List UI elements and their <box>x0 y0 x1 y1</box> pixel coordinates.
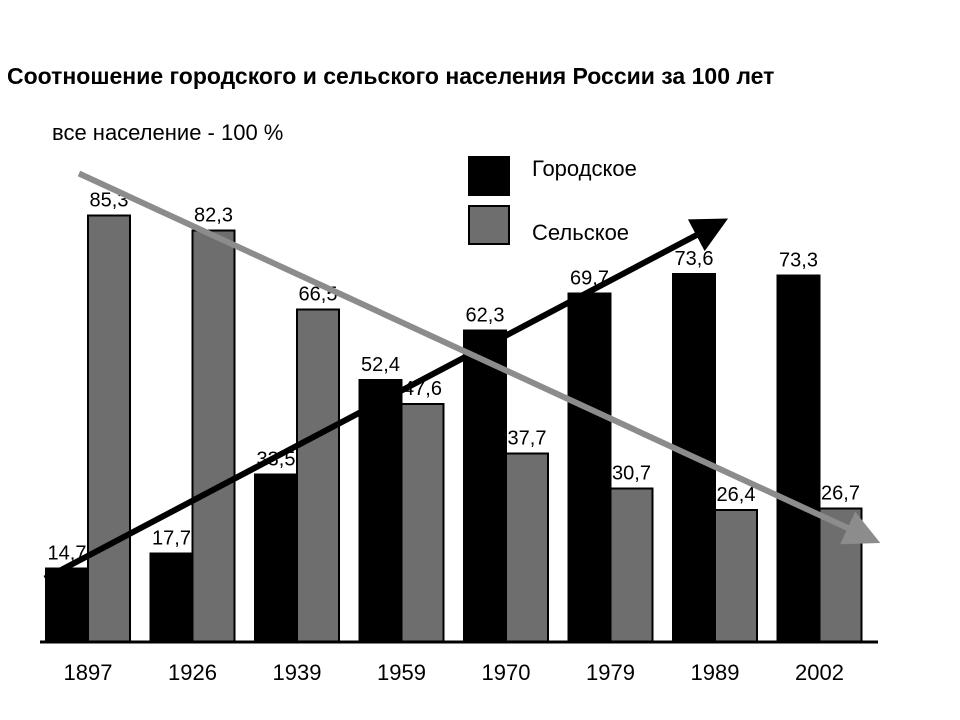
x-tick-label-1926: 1926 <box>168 660 217 685</box>
category-labels: 1897 1926 1939 1959 1970 1979 1989 2002 <box>64 660 844 685</box>
bar-urban-1970 <box>463 329 507 643</box>
legend: Городское Сельское <box>468 156 637 245</box>
legend-swatch-rural <box>468 205 510 245</box>
bar-urban-1979 <box>567 292 612 643</box>
bar-rural-1959 <box>400 403 445 643</box>
bar-rural-1926 <box>191 229 236 643</box>
legend-label-rural: Сельское <box>532 220 629 245</box>
bar-rural-1979 <box>609 487 654 643</box>
bar-urban-1897 <box>45 567 89 643</box>
value-label-rural-2002: 26,7 <box>821 483 860 505</box>
trend-arrow-rural <box>77 170 881 545</box>
x-tick-label-1970: 1970 <box>482 660 531 685</box>
bar-urban-2002 <box>776 274 821 643</box>
bar-rural-1989 <box>714 509 758 643</box>
bar-rural-1970 <box>505 452 549 643</box>
value-label-rural-1979: 30,7 <box>612 463 651 485</box>
bar-urban-1959 <box>358 379 403 643</box>
bar-urban-1939 <box>254 473 298 643</box>
x-tick-label-1989: 1989 <box>691 660 740 685</box>
value-labels: 14,785,317,782,333,566,552,447,662,337,7… <box>48 190 860 565</box>
trend-arrows <box>43 170 881 582</box>
x-tick-label-2002: 2002 <box>795 660 844 685</box>
value-label-rural-1926: 82,3 <box>194 205 233 227</box>
value-label-urban-2002: 73,3 <box>779 250 818 272</box>
x-tick-label-1979: 1979 <box>586 660 635 685</box>
x-tick-label-1939: 1939 <box>273 660 322 685</box>
trend-arrow-urban <box>43 218 729 582</box>
chart-title: Соотношение городского и сельского насел… <box>7 63 774 89</box>
bar-rural-1939 <box>296 308 340 643</box>
bars <box>45 214 863 643</box>
legend-label-urban: Городское <box>532 156 637 181</box>
x-tick-label-1897: 1897 <box>64 660 113 685</box>
x-tick-label-1959: 1959 <box>377 660 426 685</box>
bar-rural-1897 <box>87 214 131 643</box>
value-label-urban-1970: 62,3 <box>466 305 505 327</box>
value-label-rural-1989: 26,4 <box>717 484 756 506</box>
chart-subtitle: все население - 100 % <box>52 120 283 145</box>
legend-swatch-urban <box>468 156 510 196</box>
bar-urban-1926 <box>149 552 194 643</box>
value-label-urban-1926: 17,7 <box>152 528 191 550</box>
value-label-urban-1959: 52,4 <box>361 354 400 376</box>
value-label-rural-1970: 37,7 <box>508 428 547 450</box>
value-label-urban-1989: 73,6 <box>675 248 714 270</box>
